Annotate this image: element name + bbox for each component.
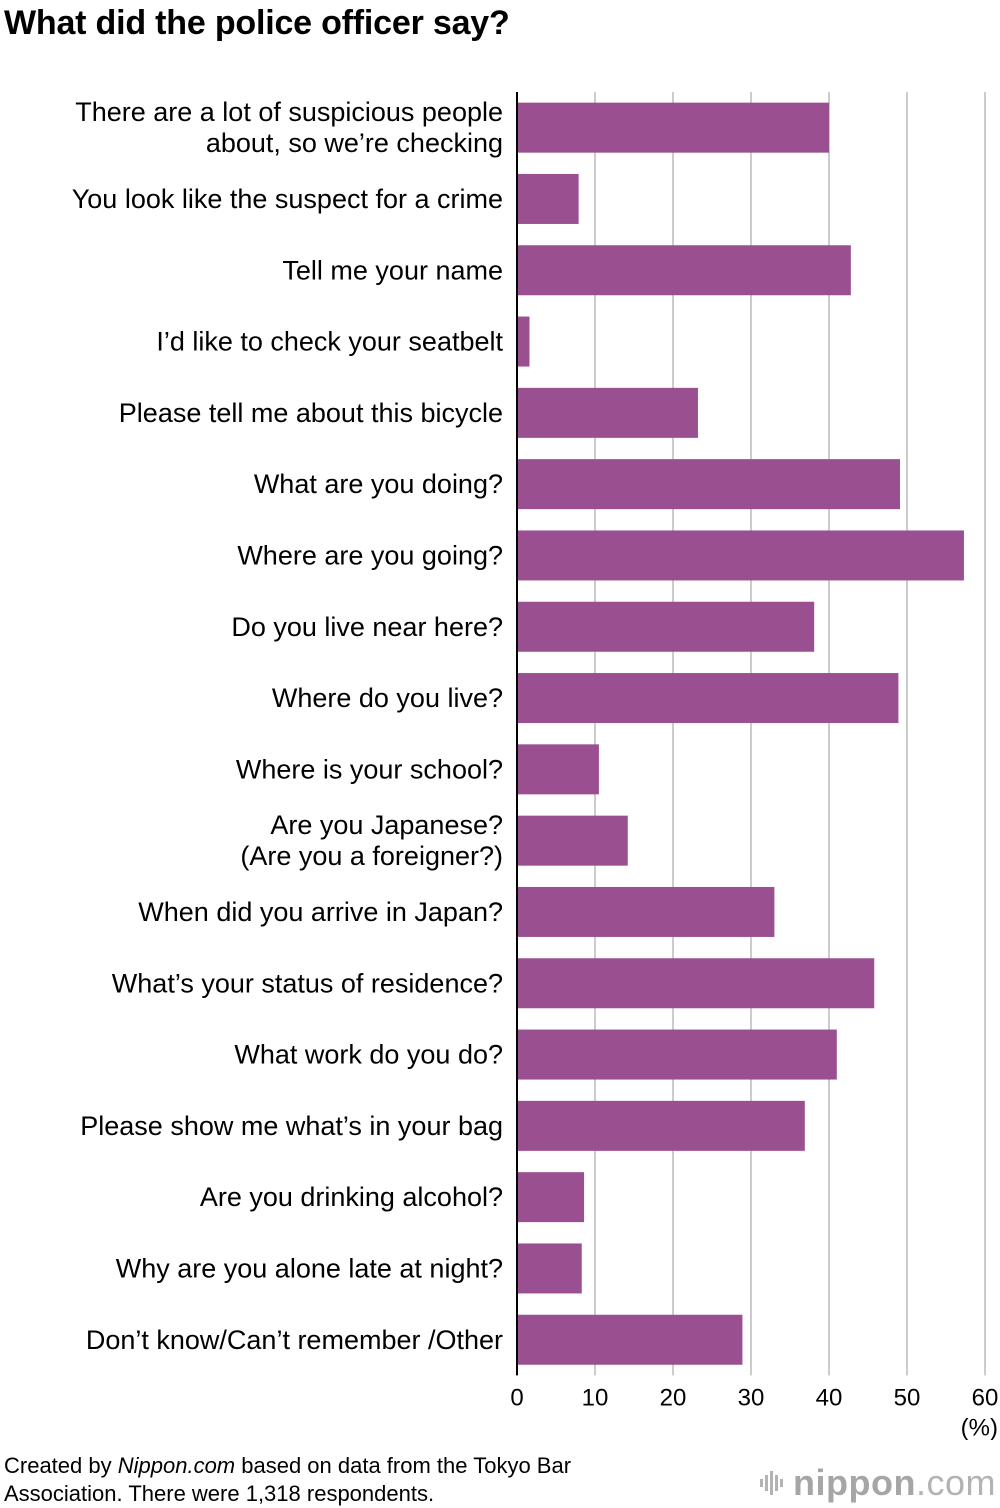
category-label: Are you drinking alcohol? — [200, 1182, 503, 1212]
x-tick-label: 40 — [816, 1384, 843, 1411]
x-tick-label: 20 — [660, 1384, 687, 1411]
bar — [517, 173, 579, 224]
category-label: Please show me what’s in your bag — [80, 1111, 503, 1141]
category-label: Please tell me about this bicycle — [119, 398, 503, 428]
nippon-bars-icon — [760, 1471, 784, 1495]
bar — [517, 744, 599, 795]
x-tick-label: 10 — [582, 1384, 609, 1411]
category-label: I’d like to check your seatbelt — [156, 327, 503, 357]
category-label-line: Please show me what’s in your bag — [80, 1111, 503, 1141]
nippon-logo: nippon.com — [759, 1462, 996, 1504]
category-label-line: Where are you going? — [237, 540, 503, 570]
bar-chart: There are a lot of suspicious people abou… — [72, 92, 999, 1440]
bar — [517, 815, 628, 866]
category-label: Tell me your name — [282, 255, 503, 285]
category-label-line: Tell me your name — [282, 255, 503, 285]
category-label-line: When did you arrive in Japan? — [138, 897, 503, 927]
category-label-line: I’d like to check your seatbelt — [156, 327, 503, 357]
bar — [517, 1100, 805, 1151]
logo-wordmark-light: .com — [915, 1462, 996, 1503]
category-label: What work do you do? — [234, 1040, 503, 1070]
category-label-line: about, so we’re checking — [206, 128, 503, 158]
footer-note: Created by Nippon.com based on data from… — [4, 1452, 684, 1508]
x-tick-label: 0 — [510, 1384, 523, 1411]
category-label: Are you Japanese? (Are you a foreigner?) — [240, 810, 503, 871]
category-label: Why are you alone late at night? — [116, 1253, 503, 1283]
category-label: Where are you going? — [237, 540, 503, 570]
bar — [517, 673, 899, 724]
bar — [517, 958, 875, 1009]
category-label-line: (Are you a foreigner?) — [240, 841, 503, 871]
category-label-line: Where is your school? — [236, 754, 503, 784]
category-label: Do you live near here? — [231, 612, 503, 642]
x-tick-label: 30 — [738, 1384, 765, 1411]
category-label-line: You look like the suspect for a crime — [72, 184, 503, 214]
bar — [517, 1243, 582, 1294]
category-label-line: Do you live near here? — [231, 612, 503, 642]
bar — [517, 387, 698, 438]
bar — [517, 245, 851, 296]
category-label: Where is your school? — [236, 754, 503, 784]
bar — [517, 316, 530, 367]
category-label: There are a lot of suspicious people abou… — [75, 97, 503, 158]
category-label: When did you arrive in Japan? — [138, 897, 503, 927]
category-label: You look like the suspect for a crime — [72, 184, 503, 214]
category-label-line: What work do you do? — [234, 1040, 503, 1070]
x-tick-label: 60 — [972, 1384, 999, 1411]
bar — [517, 886, 775, 937]
logo-wordmark-bold: nippon — [793, 1462, 916, 1503]
bar — [517, 1029, 837, 1080]
bar — [517, 459, 900, 510]
category-label-line: What’s your status of residence? — [112, 968, 503, 998]
chart-title: What did the police officer say? — [4, 4, 510, 42]
category-label: Don’t know/Can’t remember /Other — [86, 1325, 503, 1355]
category-label-line: Don’t know/Can’t remember /Other — [86, 1325, 503, 1355]
bar — [517, 102, 829, 153]
category-label-line: Why are you alone late at night? — [116, 1253, 503, 1283]
category-label: What are you doing? — [254, 469, 503, 499]
category-label-line: Please tell me about this bicycle — [119, 398, 503, 428]
logo-wordmark: nippon.com — [793, 1462, 996, 1504]
x-unit-label: (%) — [961, 1414, 998, 1440]
footer-source: Nippon.com — [117, 1453, 236, 1478]
category-label-line: What are you doing? — [254, 469, 503, 499]
footer-suffix: based on data from the Tokyo Bar Associa… — [4, 1453, 572, 1506]
bar — [517, 530, 964, 581]
bar — [517, 601, 815, 652]
bar — [517, 1314, 743, 1365]
category-label: What’s your status of residence? — [112, 968, 503, 998]
category-label-line: Are you drinking alcohol? — [200, 1182, 503, 1212]
x-tick-label: 50 — [894, 1384, 921, 1411]
bar — [517, 1172, 585, 1223]
category-label-line: There are a lot of suspicious people — [75, 97, 503, 127]
footer-prefix: Created by — [4, 1453, 118, 1478]
category-label-line: Are you Japanese? — [270, 810, 503, 840]
category-label-line: Where do you live? — [272, 683, 503, 713]
category-label: Where do you live? — [272, 683, 503, 713]
